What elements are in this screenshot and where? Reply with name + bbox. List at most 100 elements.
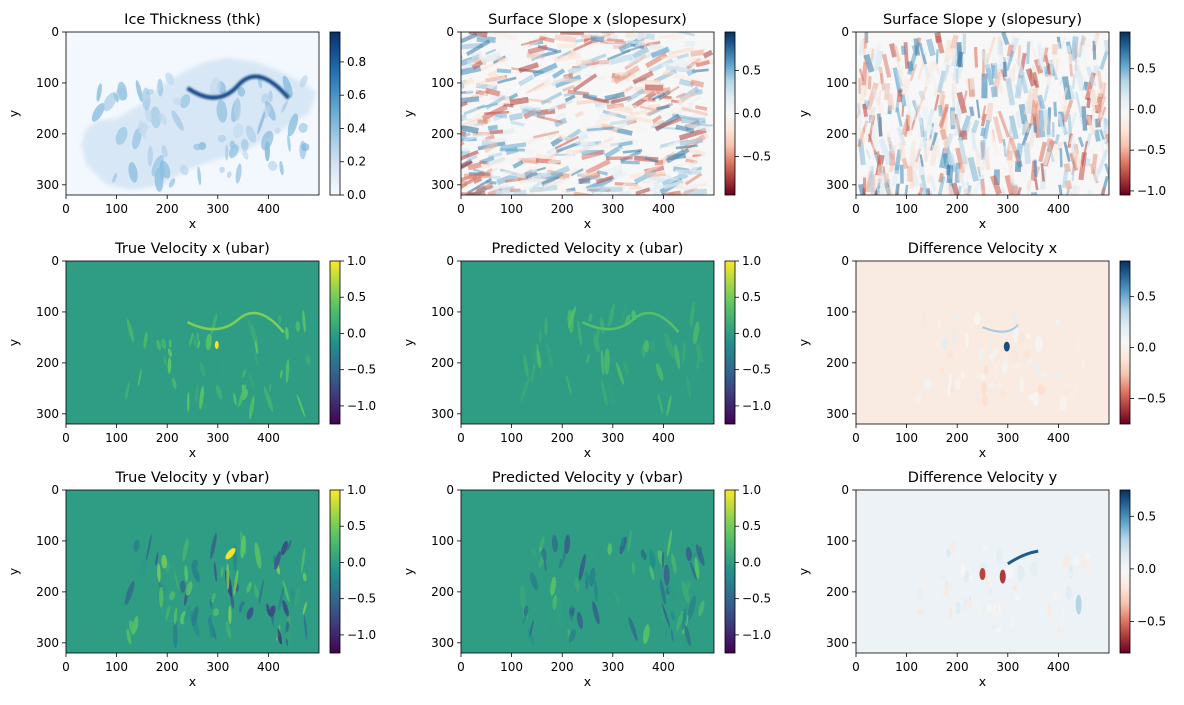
y-tick-label: 300 xyxy=(826,407,849,421)
x-tick-label: 400 xyxy=(652,660,675,674)
subplot-3: 0 100 200 300 400 0 100 200 300 Surface Slope y (… xyxy=(796,12,1166,231)
x-tick-label: 400 xyxy=(1047,431,1070,445)
subplot-4: 0 100 200 300 400 0 100 200 300 True Velocity x (… xyxy=(6,241,376,460)
axes-frame xyxy=(855,489,1110,654)
x-tick-label: 200 xyxy=(156,202,179,216)
x-tick-label: 100 xyxy=(105,431,128,445)
x-tick-label: 400 xyxy=(1047,660,1070,674)
x-tick-label: 100 xyxy=(500,202,523,216)
x-tick-label: 100 xyxy=(500,660,523,674)
x-tick-label: 300 xyxy=(206,431,229,445)
heatmap-image xyxy=(66,32,319,195)
y-tick-label: 100 xyxy=(826,305,849,319)
subplot-9: 0 100 200 300 400 0 100 200 300 Difference Veloci… xyxy=(796,470,1166,689)
x-axis-label: x xyxy=(979,674,986,689)
x-tick-label: 200 xyxy=(156,660,179,674)
y-tick-label: 300 xyxy=(826,636,849,650)
x-tick-label: 400 xyxy=(1047,202,1070,216)
y-tick-label: 200 xyxy=(36,356,59,370)
y-tick-label: 200 xyxy=(431,127,454,141)
colorbar-tick-label: −0.5 xyxy=(1137,143,1166,157)
x-tick-label: 300 xyxy=(996,202,1019,216)
x-tick-label: 100 xyxy=(895,202,918,216)
colorbar-tick-label: 0.0 xyxy=(1137,341,1156,355)
heatmap-image xyxy=(66,261,319,424)
x-axis-label: x xyxy=(189,216,196,231)
x-tick-label: 300 xyxy=(206,660,229,674)
colorbar-tick-label: −0.5 xyxy=(1137,614,1166,628)
subplot-title: True Velocity x (ubar) xyxy=(114,241,270,257)
x-tick-label: 300 xyxy=(601,202,624,216)
colorbar: −1.0 −0.5 0.0 0.5 1.0 xyxy=(329,483,376,654)
x-tick-label: 200 xyxy=(946,202,969,216)
y-tick-label: 0 xyxy=(446,254,454,268)
x-tick-label: 0 xyxy=(457,431,465,445)
y-tick-label: 0 xyxy=(446,25,454,39)
colorbar-tick-label: −0.5 xyxy=(742,592,771,606)
colorbar-gradient xyxy=(1120,261,1130,424)
x-tick-label: 0 xyxy=(62,202,70,216)
subplot-title: Difference Velocity y xyxy=(908,470,1058,486)
colorbar-tick-label: 0.5 xyxy=(347,290,366,304)
y-tick-label: 0 xyxy=(51,483,59,497)
y-tick-label: 200 xyxy=(826,356,849,370)
y-axis-label: y xyxy=(6,109,21,117)
x-tick-label: 0 xyxy=(457,202,465,216)
x-tick-label: 100 xyxy=(895,660,918,674)
colorbar-tick-label: 1.0 xyxy=(347,483,366,497)
x-tick-label: 300 xyxy=(601,431,624,445)
heatmap-image xyxy=(856,32,1109,195)
y-tick-label: 200 xyxy=(431,585,454,599)
colorbar-tick-label: 0.8 xyxy=(347,55,366,69)
x-tick-label: 300 xyxy=(996,431,1019,445)
colorbar-tick-label: 1.0 xyxy=(742,483,761,497)
y-tick-label: 100 xyxy=(431,534,454,548)
colorbar: −1.0 −0.5 0.0 0.5 1.0 xyxy=(329,254,376,425)
x-axis-label: x xyxy=(979,216,986,231)
subplot-title: Difference Velocity x xyxy=(908,241,1058,257)
colorbar-gradient xyxy=(330,32,340,195)
heatmap-image xyxy=(461,32,714,195)
subplot-2: 0 100 200 300 400 0 100 200 300 Surface Slope x (… xyxy=(401,12,771,231)
colorbar-tick-label: −0.5 xyxy=(347,363,376,377)
colorbar-gradient xyxy=(330,261,340,424)
x-axis-label: x xyxy=(584,674,591,689)
subplot-title: Surface Slope y (slopesury) xyxy=(883,12,1082,28)
x-axis-label: x xyxy=(979,445,986,460)
colorbar-tick-label: 0.0 xyxy=(347,326,366,340)
heatmap-image xyxy=(856,261,1109,424)
y-axis-label: y xyxy=(401,338,416,346)
y-tick-label: 100 xyxy=(826,534,849,548)
y-tick-label: 0 xyxy=(841,483,849,497)
subplot-title: Predicted Velocity x (ubar) xyxy=(492,241,684,257)
y-tick-label: 200 xyxy=(431,356,454,370)
y-tick-label: 0 xyxy=(51,25,59,39)
x-tick-label: 100 xyxy=(500,431,523,445)
colorbar: −1.0 −0.5 0.0 0.5 1.0 xyxy=(724,483,771,654)
colorbar: 0.0 0.2 0.4 0.6 0.8 xyxy=(329,31,366,202)
axes-frame xyxy=(460,489,715,654)
y-tick-label: 200 xyxy=(36,585,59,599)
x-axis-label: x xyxy=(584,445,591,460)
colorbar-gradient xyxy=(1120,490,1130,653)
colorbar-tick-label: 0.0 xyxy=(742,107,761,121)
x-tick-label: 200 xyxy=(551,431,574,445)
subplot-title: Ice Thickness (thk) xyxy=(124,12,261,28)
heatmap-image xyxy=(461,490,714,653)
colorbar: −0.5 0.0 0.5 xyxy=(724,31,771,196)
colorbar-gradient xyxy=(725,32,735,195)
axes-frame xyxy=(65,489,320,654)
heatmap-image xyxy=(66,490,319,653)
x-axis-label: x xyxy=(189,674,196,689)
colorbar-tick-label: 0.5 xyxy=(1137,509,1156,523)
colorbar-tick-label: −0.5 xyxy=(742,363,771,377)
x-tick-label: 0 xyxy=(62,431,70,445)
colorbar-gradient xyxy=(725,261,735,424)
axes-frame xyxy=(460,31,715,196)
y-axis-label: y xyxy=(6,567,21,575)
colorbar-gradient xyxy=(725,490,735,653)
x-tick-label: 300 xyxy=(206,202,229,216)
x-tick-label: 0 xyxy=(852,660,860,674)
colorbar-tick-label: 0.0 xyxy=(742,555,761,569)
colorbar-tick-label: 0.6 xyxy=(347,88,366,102)
